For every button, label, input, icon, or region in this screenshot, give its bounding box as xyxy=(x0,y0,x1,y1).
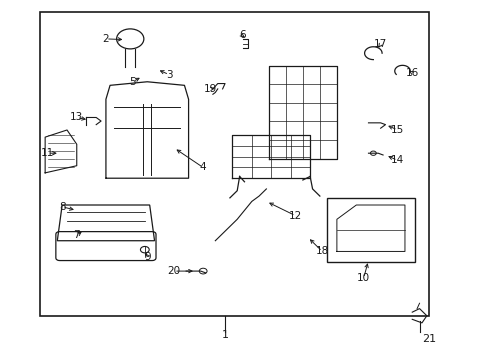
Text: 18: 18 xyxy=(315,247,328,256)
Text: 14: 14 xyxy=(390,156,404,165)
Text: 13: 13 xyxy=(70,112,83,122)
Text: 11: 11 xyxy=(41,148,54,158)
Text: 9: 9 xyxy=(143,252,150,262)
Text: 3: 3 xyxy=(165,69,172,80)
Text: 10: 10 xyxy=(356,273,369,283)
Text: 2: 2 xyxy=(102,34,109,44)
Text: 8: 8 xyxy=(59,202,65,212)
Text: 16: 16 xyxy=(405,68,418,78)
Text: 6: 6 xyxy=(238,30,245,40)
Text: 21: 21 xyxy=(421,334,435,344)
Text: 20: 20 xyxy=(167,266,180,276)
Bar xyxy=(40,12,428,316)
Text: 1: 1 xyxy=(221,330,228,341)
Text: 12: 12 xyxy=(288,211,302,221)
Text: 4: 4 xyxy=(200,162,206,172)
Bar xyxy=(326,198,414,262)
Text: 5: 5 xyxy=(129,77,136,87)
Text: 15: 15 xyxy=(390,125,404,135)
Text: 19: 19 xyxy=(203,84,217,94)
Text: 7: 7 xyxy=(73,230,80,240)
Text: 17: 17 xyxy=(373,39,386,49)
